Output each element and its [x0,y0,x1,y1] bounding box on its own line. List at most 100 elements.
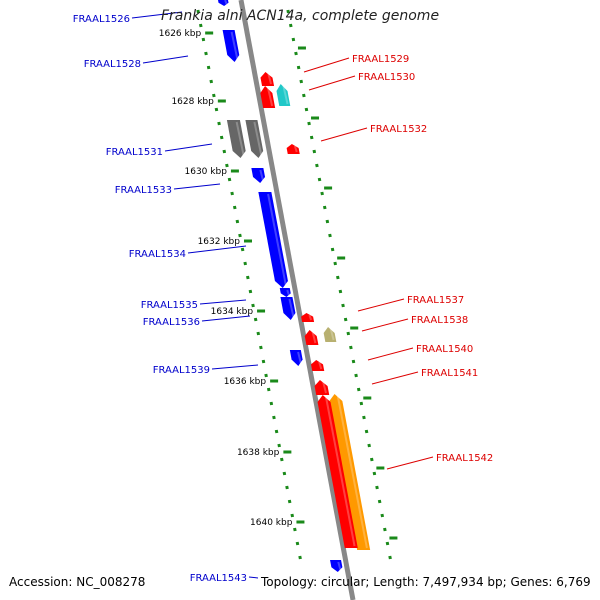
reverse-track-dot [380,513,385,518]
gene-fraal1543[interactable] [330,560,343,572]
leader-line [187,245,247,254]
gene-body [323,327,337,342]
gene-fraal1542[interactable] [329,394,371,550]
leader-line [386,456,434,470]
gene-highlight [297,351,303,365]
forward-track-dot [204,51,208,56]
gene-fraal1537[interactable] [301,313,315,322]
gene-fraal1542-partner[interactable] [317,395,358,548]
gene-highlight [293,145,298,153]
gene-body [245,120,264,158]
reverse-track-dot [330,247,335,252]
gene-fraal1538-partner[interactable] [304,330,319,345]
gene-fraal1531[interactable] [245,120,264,158]
forward-track-dot [217,121,221,126]
reverse-track-dot [372,471,377,476]
gene-highlight [288,298,295,319]
gene-fraal1530[interactable] [276,84,291,106]
gene-label-fraal1542: FRAAL1542 [436,453,493,464]
reverse-track-dot [302,93,306,98]
gene-label-fraal1541: FRAAL1541 [421,368,478,379]
reverse-track-dot [286,9,290,14]
track-guides [196,9,392,560]
reverse-track-dot [375,485,379,490]
reverse-track-dot [351,359,356,364]
forward-track-dot [212,93,216,98]
page-title: Frankia alni ACN14a, complete genome [160,8,440,24]
gene-highlight [253,121,263,157]
gene-label-fraal1529: FRAAL1529 [352,54,409,65]
gene-label-fraal1534: FRAAL1534 [129,249,186,260]
gene-fraal1539[interactable] [289,350,303,366]
forward-track-dot [248,289,253,294]
leader-line [303,57,350,73]
forward-track-dot [287,499,292,504]
gene-fraal1528[interactable] [222,30,240,62]
gene-fraal1533[interactable] [251,168,266,183]
gene-fraal1538[interactable] [323,327,337,342]
reverse-track-dot [364,429,369,434]
gene-body [329,394,371,550]
ruler-label: 1626 kbp [159,29,202,39]
reverse-track-dot [367,443,371,448]
reverse-track-dot [338,289,343,294]
gene-body [260,86,276,108]
reverse-track-dot [349,345,353,350]
gene-body [330,560,343,572]
gene-highlight [337,561,342,571]
forward-track-dot [298,555,302,560]
forward-track-dot [295,541,300,546]
reverse-track-dot [325,219,330,224]
gene-fraal1541[interactable] [314,380,330,395]
leader-line [320,127,368,142]
forward-track-dot [240,247,245,252]
gene-fraal1526[interactable] [217,0,229,6]
forward-track-dot [256,331,261,336]
forward-track-dot [201,37,206,42]
forward-track-dot [251,303,255,308]
ruler-label: 1630 kbp [185,167,228,177]
forward-track-dot [293,527,297,532]
gene-label-fraal1533: FRAAL1533 [115,185,172,196]
forward-track-dot [225,163,229,168]
gene-body [222,30,240,62]
gene-fraal1530-partner[interactable] [260,86,276,108]
reverse-track-dot [289,23,293,28]
gene-fraal1532[interactable] [286,144,300,154]
gene-features[interactable] [217,0,371,572]
gene-label-fraal1528: FRAAL1528 [84,59,141,70]
reverse-track-dot [299,79,304,84]
reverse-track-dot [377,499,382,504]
gene-body [251,168,266,183]
ruler-label: 1634 kbp [211,307,254,317]
gene-fraal1529[interactable] [260,72,275,86]
reverse-track-dot [356,387,361,392]
reverse-track-dot [346,331,351,336]
forward-track-dot [272,415,276,420]
gene-highlight [259,169,265,182]
leader-line [201,315,251,322]
reverse-track-dot [336,275,340,280]
forward-track-dot [280,457,284,462]
gene-fraal1534[interactable] [258,192,288,288]
gene-body [276,84,291,106]
gene-label-fraal1532: FRAAL1532 [370,124,427,135]
forward-track-dot [266,387,271,392]
forward-track-dot [285,485,289,490]
gene-fraal1536[interactable] [280,297,296,320]
leader-line [199,299,247,305]
gene-fraal1535[interactable] [279,288,291,297]
reverse-track-dot [370,457,374,462]
gene-highlight [267,193,287,287]
gene-body [217,0,229,6]
forward-track-dot [219,135,224,140]
gene-fraal1540[interactable] [311,360,325,371]
reverse-track-dot [343,317,348,322]
gene-highlight [325,396,356,547]
gene-fraal1531-block[interactable] [226,120,246,158]
ruler-ticks: 1626 kbp 1628 kbp 1630 kbp 1632 kbp 1634 kbp… [159,29,398,540]
genome-axis [238,0,356,600]
gene-highlight [318,361,323,370]
gene-body [258,192,288,288]
